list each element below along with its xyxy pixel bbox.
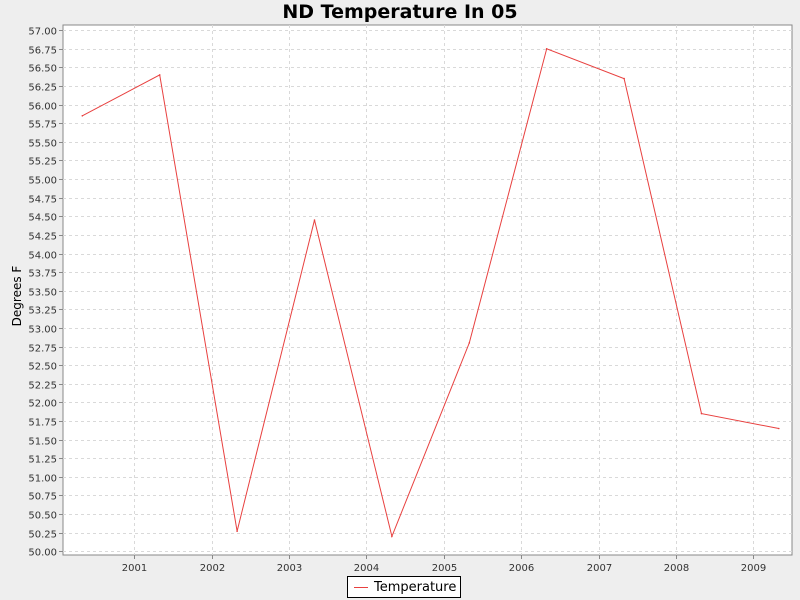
y-tick-label: 51.50	[28, 437, 57, 448]
y-tick-label: 53.50	[28, 288, 57, 299]
data-point	[81, 115, 84, 117]
x-tick-label: 2005	[432, 563, 457, 574]
data-point	[778, 427, 780, 430]
y-tick-label: 56.25	[28, 83, 57, 94]
x-tick-label: 2002	[200, 563, 225, 574]
legend-swatch-temperature	[354, 586, 368, 588]
y-tick-label: 54.75	[28, 195, 57, 206]
data-point	[545, 48, 548, 50]
y-axis-label: Degrees F	[10, 266, 24, 327]
y-tick-label: 52.50	[28, 362, 57, 373]
y-tick-label: 50.00	[28, 548, 57, 559]
y-tick-label: 55.25	[28, 157, 57, 168]
x-tick-label: 2007	[587, 563, 612, 574]
x-tick-label: 2001	[122, 563, 147, 574]
y-tick-label: 51.25	[28, 455, 57, 466]
legend: Temperature	[347, 576, 462, 598]
x-tick-label: 2008	[664, 563, 689, 574]
y-tick-label: 56.00	[28, 102, 57, 113]
y-tick-label: 50.75	[28, 492, 57, 503]
x-tick-label: 2006	[509, 563, 534, 574]
y-tick-label: 54.00	[28, 251, 57, 262]
y-tick-label: 54.50	[28, 213, 57, 224]
chart-title: ND Temperature In 05	[282, 1, 518, 23]
y-tick-label: 53.75	[28, 269, 57, 280]
y-tick-label: 53.00	[28, 325, 57, 336]
y-tick-label: 55.50	[28, 139, 57, 150]
y-tick-label: 55.75	[28, 120, 57, 131]
x-tick-label: 2009	[741, 563, 766, 574]
legend-label-temperature: Temperature	[374, 579, 457, 595]
data-point	[700, 412, 703, 415]
data-point	[623, 77, 625, 80]
data-point	[468, 342, 471, 344]
y-tick-label: 52.25	[28, 381, 57, 392]
data-point	[236, 530, 238, 532]
y-tick-label: 52.00	[28, 399, 57, 410]
series-line-temperature	[82, 48, 779, 539]
y-tick-label: 50.50	[28, 511, 57, 522]
data-point	[158, 74, 161, 76]
y-tick-label: 55.00	[28, 176, 57, 187]
y-tick-label: 51.75	[28, 418, 57, 429]
plot-area	[62, 24, 793, 556]
data-point	[313, 219, 316, 221]
y-tick-label: 54.25	[28, 232, 57, 243]
x-tick-label: 2004	[354, 563, 379, 574]
y-tick-label: 53.25	[28, 306, 57, 317]
y-tick-label: 50.25	[28, 530, 57, 541]
data-point	[391, 535, 393, 538]
y-tick-label: 51.00	[28, 474, 57, 485]
y-tick-label: 56.75	[28, 46, 57, 57]
x-tick-label: 2003	[277, 563, 302, 574]
y-tick-label: 52.75	[28, 344, 57, 355]
y-tick-label: 57.00	[28, 27, 57, 38]
y-tick-label: 56.50	[28, 64, 57, 75]
